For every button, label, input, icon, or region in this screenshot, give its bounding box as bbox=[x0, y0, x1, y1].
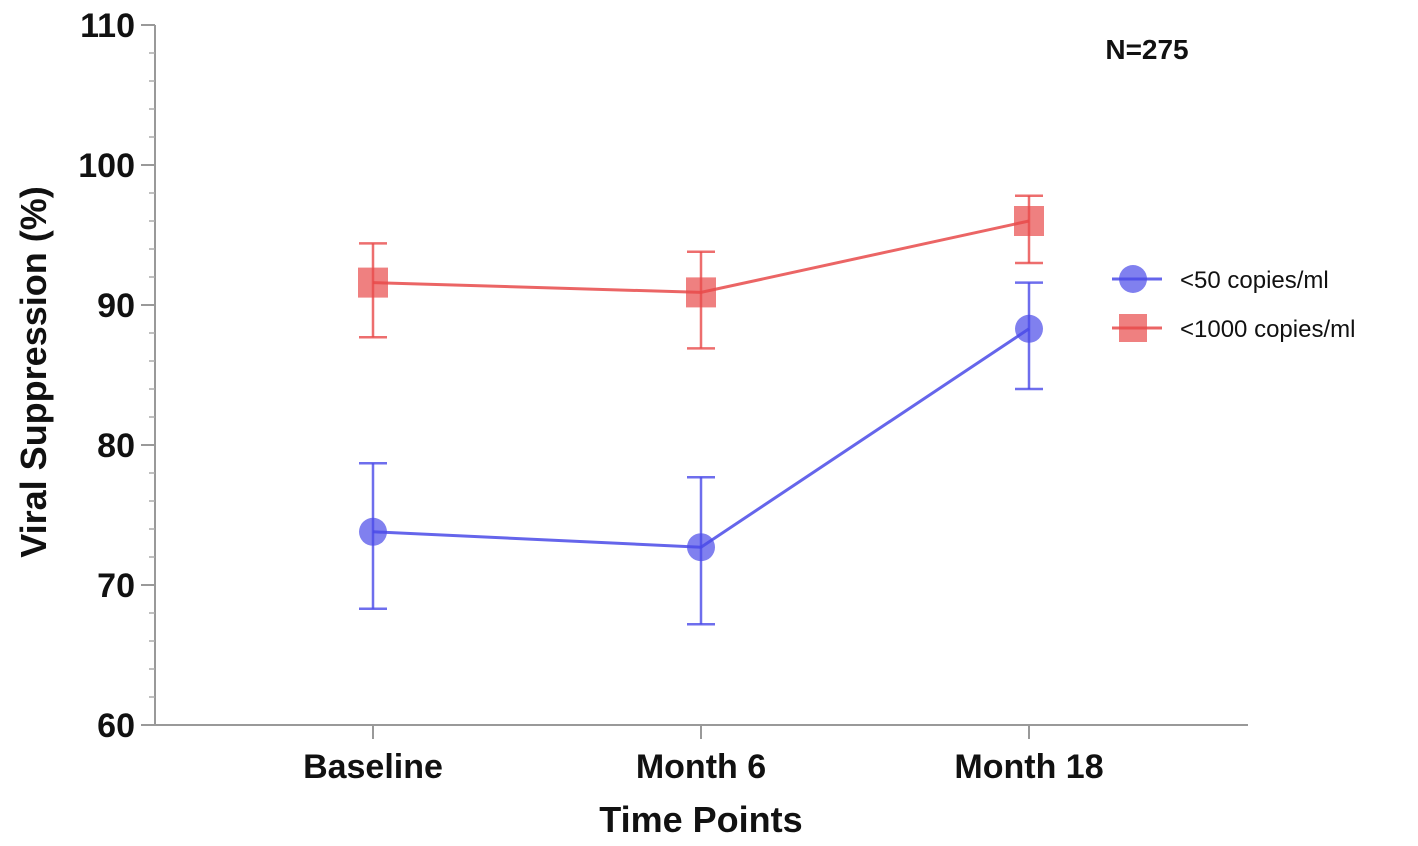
legend: <50 copies/ml <1000 copies/ml bbox=[1112, 265, 1355, 343]
series-under-1000 bbox=[358, 194, 1044, 350]
x-axis-title: Time Points bbox=[599, 799, 802, 840]
data-point-square bbox=[1014, 206, 1044, 236]
data-point-square bbox=[686, 277, 716, 308]
y-tick-label: 90 bbox=[97, 287, 135, 325]
legend-item-under-50: <50 copies/ml bbox=[1112, 265, 1329, 294]
sample-size-annotation: N=275 bbox=[1105, 34, 1188, 65]
data-point-circle bbox=[1015, 314, 1043, 343]
legend-item-under-1000: <1000 copies/ml bbox=[1112, 314, 1355, 343]
legend-marker-circle-icon bbox=[1119, 265, 1147, 293]
data-point-circle bbox=[359, 517, 387, 546]
series-under-50 bbox=[359, 281, 1043, 626]
x-tick-label: Baseline bbox=[303, 748, 443, 786]
legend-marker-square-icon bbox=[1119, 314, 1147, 342]
legend-label-under-1000: <1000 copies/ml bbox=[1180, 316, 1355, 343]
y-axis-title: Viral Suppression (%) bbox=[13, 186, 54, 557]
data-point-circle bbox=[687, 533, 715, 562]
y-tick-label: 80 bbox=[97, 427, 135, 465]
x-ticks: Baseline Month 6 Month 18 bbox=[303, 725, 1104, 786]
y-ticks: 60 70 80 90 100 110 bbox=[78, 7, 155, 745]
y-tick-label: 110 bbox=[80, 7, 135, 45]
y-tick-label: 60 bbox=[97, 707, 135, 745]
data-point-square bbox=[358, 267, 388, 298]
x-tick-label: Month 18 bbox=[954, 748, 1103, 786]
legend-label-under-50: <50 copies/ml bbox=[1180, 267, 1329, 294]
y-tick-label: 100 bbox=[78, 147, 135, 185]
x-tick-label: Month 6 bbox=[636, 748, 766, 786]
series-layer bbox=[358, 194, 1044, 626]
y-tick-label: 70 bbox=[97, 567, 135, 605]
axes: 60 70 80 90 100 110 Baseline Month 6 Month 18 bbox=[78, 7, 1248, 786]
